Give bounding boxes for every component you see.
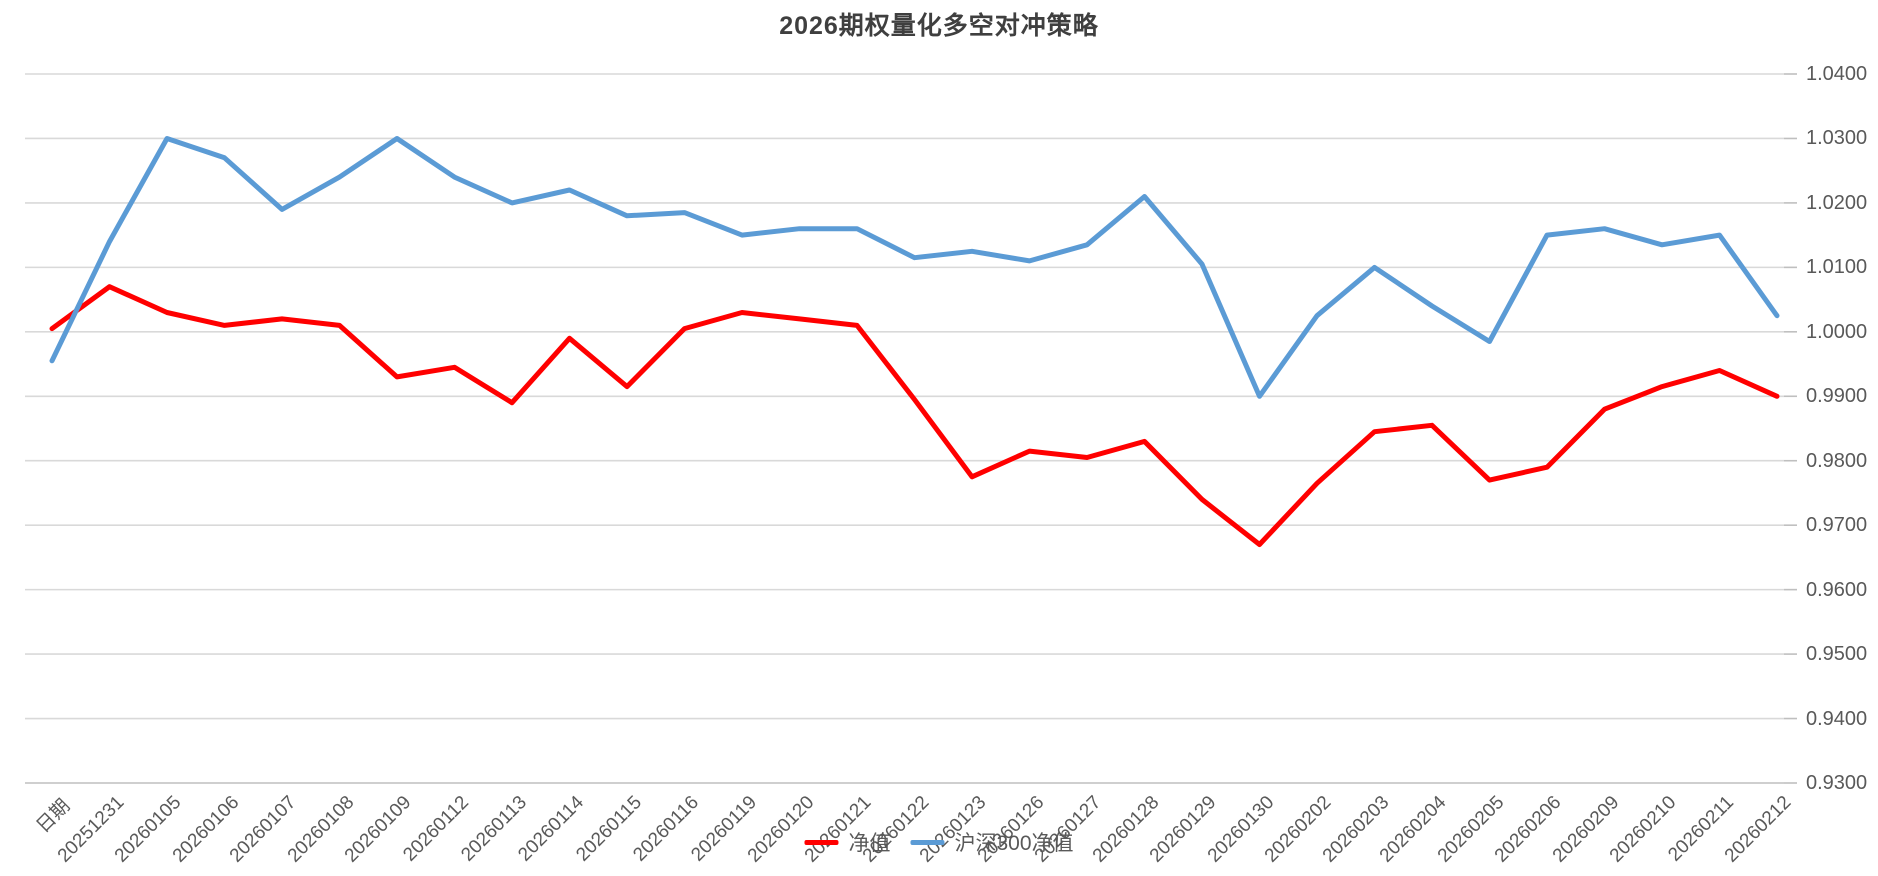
gridlines xyxy=(25,73,1797,784)
legend-label: 净值 xyxy=(848,832,891,855)
y-tick-label: 0.9700 xyxy=(1806,514,1868,537)
series-lines xyxy=(49,136,1780,547)
y-tick-label: 1.0200 xyxy=(1806,191,1868,214)
y-tick-label: 1.0100 xyxy=(1806,256,1868,279)
series-line-沪深300净值 xyxy=(49,136,1780,399)
legend-item-沪深300净值[interactable]: 沪深300净值 xyxy=(910,827,1074,857)
chart-title: 2026期权量化多空对冲策略 xyxy=(779,12,1099,40)
legend: 净值 沪深300净值 xyxy=(804,827,1074,857)
legend-item-净值[interactable]: 净值 xyxy=(804,827,890,857)
legend-line-swatch xyxy=(804,839,839,845)
y-tick-label: 0.9500 xyxy=(1806,643,1868,666)
y-tick-label: 0.9800 xyxy=(1806,449,1868,472)
y-tick-label: 0.9300 xyxy=(1806,772,1868,794)
legend-line-swatch xyxy=(910,839,945,845)
y-tick-label: 0.9900 xyxy=(1806,385,1868,408)
y-tick-label: 0.9400 xyxy=(1806,707,1868,730)
legend-label: 沪深300净值 xyxy=(954,832,1074,855)
series-line-净值 xyxy=(49,284,1780,547)
y-tick-label: 0.9600 xyxy=(1806,578,1868,601)
y-tick-label: 1.0000 xyxy=(1806,320,1868,343)
y-tick-label: 1.0400 xyxy=(1806,63,1868,85)
y-tick-label: 1.0300 xyxy=(1806,127,1868,150)
